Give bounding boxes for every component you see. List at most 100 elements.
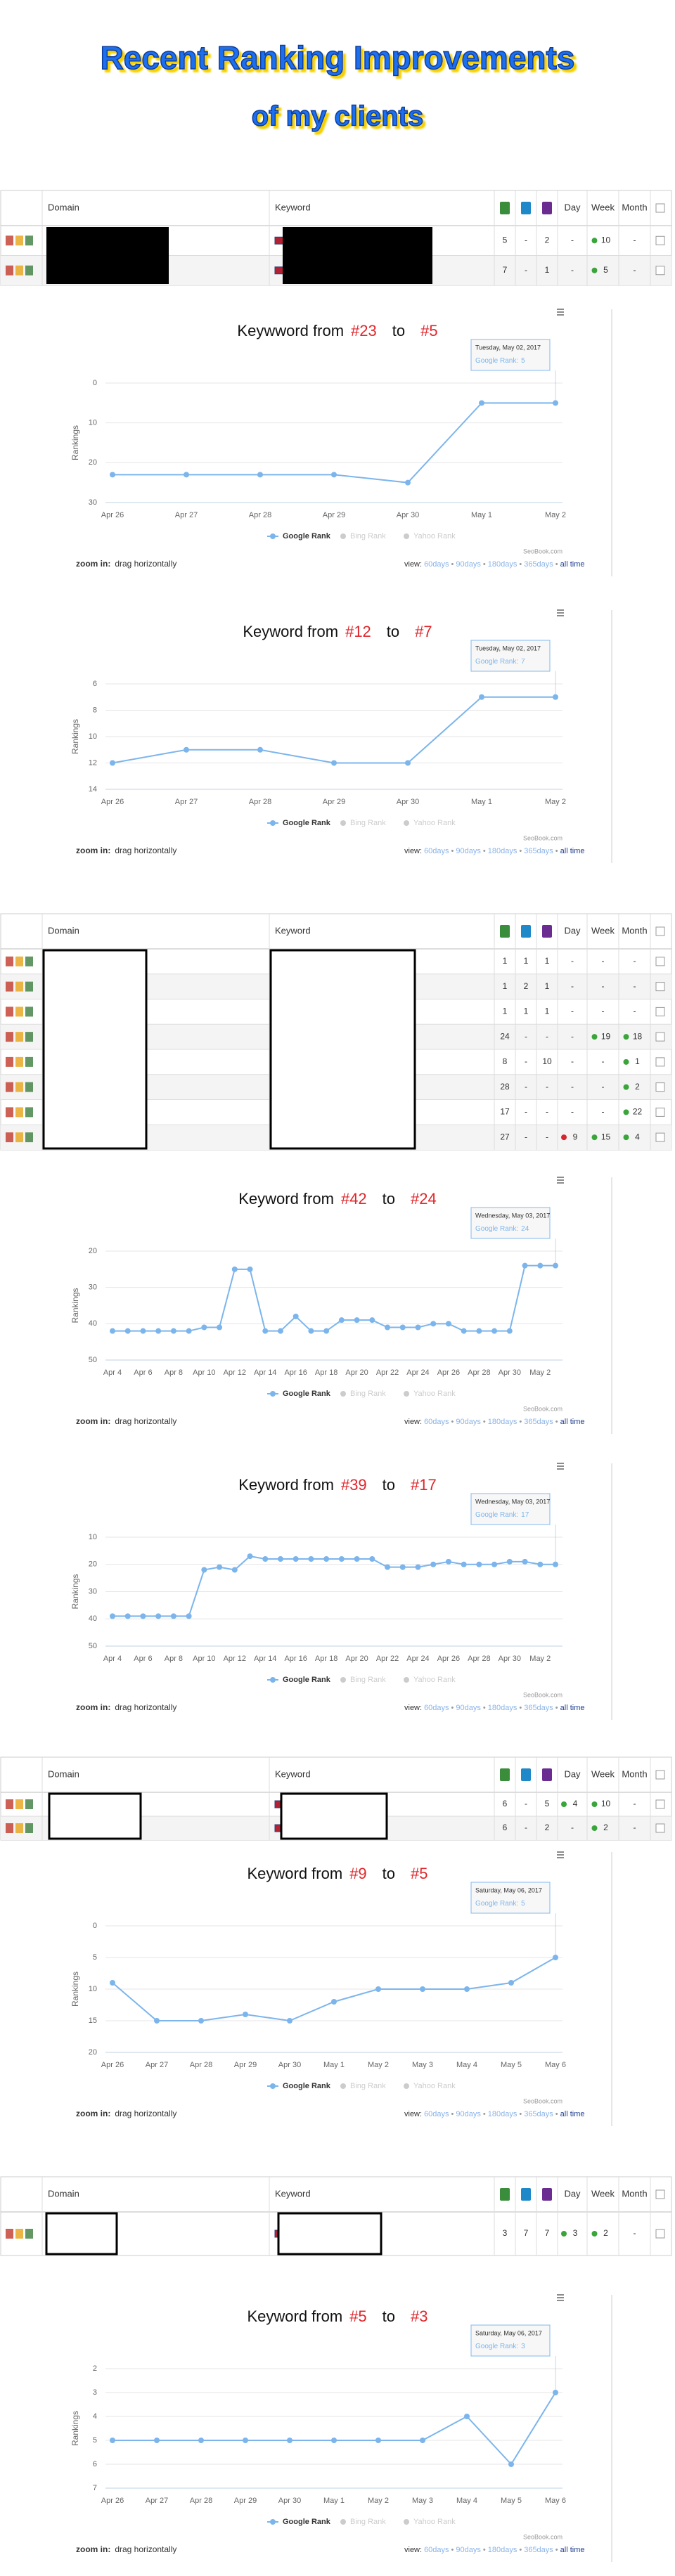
engine-icon[interactable] bbox=[542, 925, 552, 938]
row-checkbox[interactable] bbox=[655, 266, 665, 276]
view-option[interactable]: 180days bbox=[488, 2110, 518, 2118]
legend-label[interactable]: Bing Rank bbox=[350, 532, 386, 541]
action-icon[interactable] bbox=[6, 1032, 13, 1042]
view-option[interactable]: 180days bbox=[488, 560, 518, 569]
view-option[interactable]: 365days bbox=[524, 1704, 553, 1712]
action-icon[interactable] bbox=[25, 1032, 33, 1042]
view-option[interactable]: 180days bbox=[488, 1418, 518, 1426]
view-option[interactable]: 60days bbox=[424, 2110, 449, 2118]
action-icon[interactable] bbox=[25, 1007, 33, 1017]
row-checkbox[interactable] bbox=[655, 1107, 665, 1117]
view-option[interactable]: all time bbox=[560, 1704, 585, 1712]
action-icon[interactable] bbox=[25, 981, 33, 992]
legend-label[interactable]: Yahoo Rank bbox=[413, 819, 456, 827]
action-icon[interactable] bbox=[15, 1007, 23, 1017]
action-icon[interactable] bbox=[25, 265, 33, 276]
action-icon[interactable] bbox=[15, 1032, 23, 1042]
legend-label[interactable]: Google Rank bbox=[283, 1676, 331, 1684]
row-checkbox[interactable] bbox=[655, 235, 665, 245]
action-icon[interactable] bbox=[25, 956, 33, 966]
action-icon[interactable] bbox=[6, 1823, 13, 1833]
legend-label[interactable]: Bing Rank bbox=[350, 819, 386, 827]
legend-label[interactable]: Bing Rank bbox=[350, 1676, 386, 1684]
view-option[interactable]: 60days bbox=[424, 1418, 449, 1426]
action-icon[interactable] bbox=[25, 1823, 33, 1833]
select-all[interactable] bbox=[655, 926, 665, 936]
engine-icon[interactable] bbox=[521, 2188, 531, 2201]
action-icon[interactable] bbox=[25, 1107, 33, 1118]
view-option[interactable]: 90days bbox=[456, 1418, 481, 1426]
engine-icon[interactable] bbox=[542, 2188, 552, 2201]
engine-icon[interactable] bbox=[521, 925, 531, 938]
engine-icon[interactable] bbox=[542, 202, 552, 214]
action-icon[interactable] bbox=[6, 2229, 13, 2239]
view-option[interactable]: 180days bbox=[488, 1704, 518, 1712]
legend-label[interactable]: Google Rank bbox=[283, 532, 331, 541]
engine-icon[interactable] bbox=[521, 202, 531, 214]
action-icon[interactable] bbox=[15, 956, 23, 966]
legend-label[interactable]: Bing Rank bbox=[350, 1390, 386, 1398]
select-all[interactable] bbox=[655, 2189, 665, 2199]
action-icon[interactable] bbox=[25, 1056, 33, 1067]
engine-icon[interactable] bbox=[500, 2188, 510, 2201]
view-option[interactable]: all time bbox=[560, 560, 585, 569]
action-icon[interactable] bbox=[25, 1799, 33, 1809]
action-icon[interactable] bbox=[6, 1056, 13, 1067]
legend-label[interactable]: Google Rank bbox=[283, 1390, 331, 1398]
select-all[interactable] bbox=[655, 1770, 665, 1780]
action-icon[interactable] bbox=[6, 1132, 13, 1143]
view-option[interactable]: 180days bbox=[488, 2546, 518, 2554]
row-checkbox[interactable] bbox=[655, 1799, 665, 1809]
action-icon[interactable] bbox=[25, 2229, 33, 2239]
view-option[interactable]: 60days bbox=[424, 847, 449, 855]
view-option[interactable]: 90days bbox=[456, 2110, 481, 2118]
view-option[interactable]: 60days bbox=[424, 1704, 449, 1712]
action-icon[interactable] bbox=[15, 1132, 23, 1143]
row-checkbox[interactable] bbox=[655, 1057, 665, 1067]
legend-label[interactable]: Bing Rank bbox=[350, 2518, 386, 2526]
legend-label[interactable]: Google Rank bbox=[283, 819, 331, 827]
view-option[interactable]: all time bbox=[560, 2546, 585, 2554]
view-option[interactable]: 365days bbox=[524, 1418, 553, 1426]
select-all[interactable] bbox=[655, 203, 665, 213]
row-checkbox[interactable] bbox=[655, 1132, 665, 1142]
view-option[interactable]: 365days bbox=[524, 2110, 553, 2118]
view-option[interactable]: 365days bbox=[524, 847, 553, 855]
view-option[interactable]: 365days bbox=[524, 560, 553, 569]
action-icon[interactable] bbox=[15, 2229, 23, 2239]
view-option[interactable]: all time bbox=[560, 2110, 585, 2118]
action-icon[interactable] bbox=[15, 1082, 23, 1092]
legend-label[interactable]: Bing Rank bbox=[350, 2082, 386, 2090]
action-icon[interactable] bbox=[6, 1007, 13, 1017]
view-option[interactable]: 60days bbox=[424, 2546, 449, 2554]
action-icon[interactable] bbox=[25, 1082, 33, 1092]
legend-label[interactable]: Google Rank bbox=[283, 2518, 331, 2526]
view-option[interactable]: all time bbox=[560, 1418, 585, 1426]
legend-label[interactable]: Yahoo Rank bbox=[413, 2518, 456, 2526]
legend-label[interactable]: Yahoo Rank bbox=[413, 1676, 456, 1684]
engine-icon[interactable] bbox=[500, 1768, 510, 1781]
action-icon[interactable] bbox=[6, 956, 13, 966]
action-icon[interactable] bbox=[6, 1107, 13, 1118]
view-option[interactable]: 90days bbox=[456, 847, 481, 855]
legend-label[interactable]: Yahoo Rank bbox=[413, 2082, 456, 2090]
engine-icon[interactable] bbox=[521, 1768, 531, 1781]
legend-label[interactable]: Google Rank bbox=[283, 2082, 331, 2090]
action-icon[interactable] bbox=[15, 981, 23, 992]
action-icon[interactable] bbox=[15, 265, 23, 276]
action-icon[interactable] bbox=[6, 981, 13, 992]
view-option[interactable]: 90days bbox=[456, 560, 481, 569]
engine-icon[interactable] bbox=[542, 1768, 552, 1781]
view-option[interactable]: 90days bbox=[456, 1704, 481, 1712]
row-checkbox[interactable] bbox=[655, 1823, 665, 1833]
view-option[interactable]: 365days bbox=[524, 2546, 553, 2554]
legend-label[interactable]: Yahoo Rank bbox=[413, 1390, 456, 1398]
engine-icon[interactable] bbox=[500, 925, 510, 938]
action-icon[interactable] bbox=[6, 265, 13, 276]
action-icon[interactable] bbox=[15, 1823, 23, 1833]
action-icon[interactable] bbox=[15, 235, 23, 246]
action-icon[interactable] bbox=[15, 1799, 23, 1809]
row-checkbox[interactable] bbox=[655, 1007, 665, 1016]
action-icon[interactable] bbox=[6, 1082, 13, 1092]
action-icon[interactable] bbox=[15, 1056, 23, 1067]
